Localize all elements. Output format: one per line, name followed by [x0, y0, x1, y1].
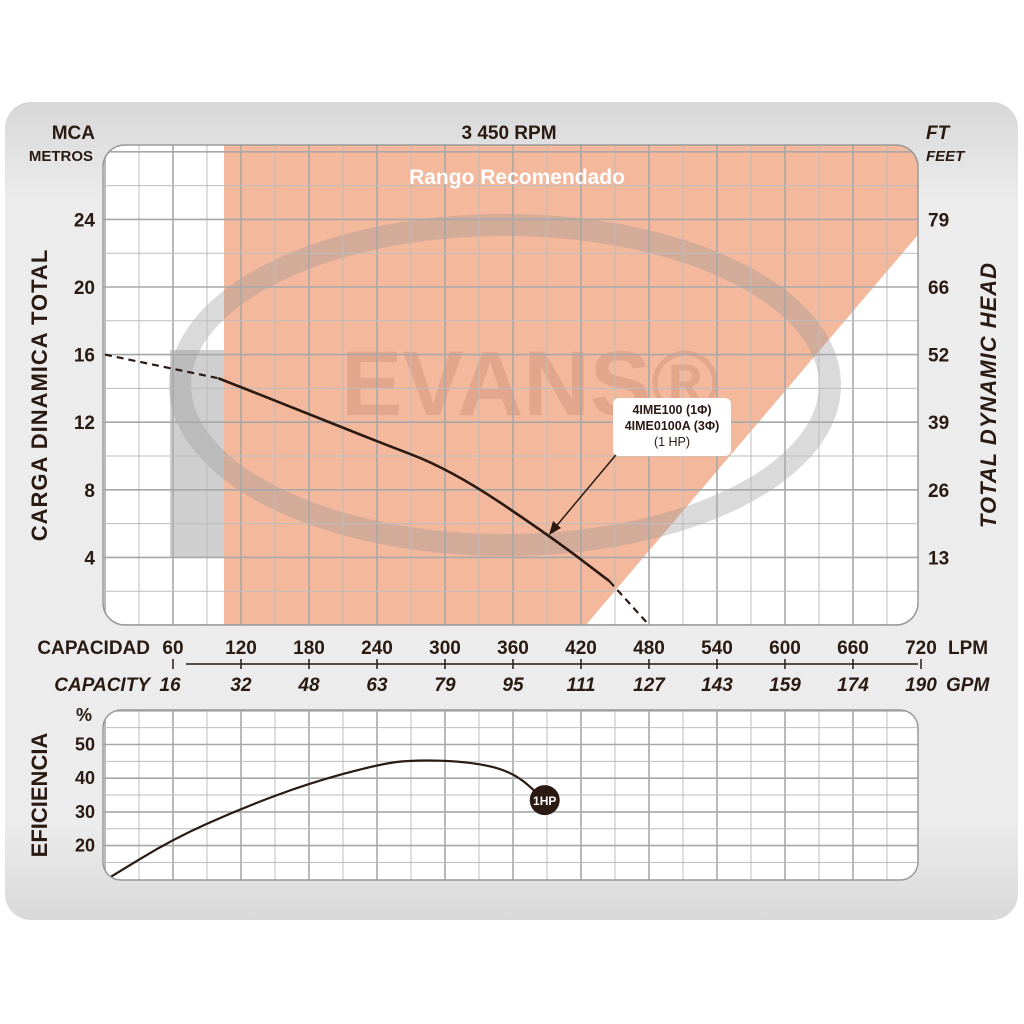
outside-range [585, 235, 918, 625]
x-tick-lpm: 720 [905, 638, 937, 659]
x-label-es: CAPACIDAD [37, 638, 150, 659]
head-curve [217, 377, 611, 583]
left-unit: MCA [52, 123, 96, 144]
y-tick-right: 66 [928, 278, 949, 299]
y-tick-eff: 50 [75, 735, 95, 755]
x-tick-gpm: 95 [502, 675, 524, 696]
y-tick-right: 13 [928, 548, 949, 569]
x-tick-lpm: 120 [225, 638, 257, 659]
x-tick-gpm: 16 [159, 675, 181, 696]
left-unit-sub: METROS [29, 148, 93, 165]
y-tick-left: 12 [74, 413, 95, 434]
x-label-en: CAPACITY [54, 675, 152, 696]
y-tick-left: 20 [74, 278, 95, 299]
y-tick-eff: 40 [75, 768, 95, 788]
x-tick-gpm: 79 [434, 675, 456, 696]
watermark-ellipse [169, 214, 841, 556]
x-tick-lpm: 420 [565, 638, 597, 659]
y-tick-left: 8 [84, 481, 95, 502]
x-tick-lpm: 180 [293, 638, 325, 659]
right-unit: FT [926, 123, 951, 144]
x-tick-gpm: 143 [701, 675, 733, 696]
x-tick-gpm: 174 [837, 675, 869, 696]
efficiency-curve [110, 759, 546, 878]
plot-border [102, 144, 919, 626]
recommended-range [223, 145, 918, 625]
efficiency-plot-area [103, 710, 918, 880]
chart-title: 3 450 RPM [461, 123, 556, 144]
y-tick-left: 4 [84, 548, 95, 569]
y-tick-right: 39 [928, 413, 949, 434]
head-curve-dashed-start [104, 353, 219, 380]
head-curve-dashed-end [608, 580, 650, 625]
callout-arrowhead [549, 521, 561, 535]
plot-border [102, 709, 919, 881]
x-tick-gpm: 48 [297, 675, 320, 696]
x-unit: LPM [948, 638, 988, 659]
y-tick-left: 16 [74, 346, 95, 367]
callout-leader [552, 449, 621, 531]
x-tick-gpm: 63 [366, 675, 388, 696]
callout-box [613, 398, 731, 456]
x-tick-lpm: 540 [701, 638, 733, 659]
callout-line: (1 HP) [654, 435, 690, 449]
y-label-left: CARGA DINAMICA TOTAL [27, 249, 52, 542]
x-tick-lpm: 240 [361, 638, 393, 659]
head-plot-area: EVANS®Rango Recomendado [103, 145, 918, 625]
efficiency-marker-label: 1HP [533, 794, 556, 808]
y-label-eff: EFICIENCIA [27, 733, 52, 858]
x-tick-gpm: 159 [769, 675, 801, 696]
x-tick-lpm: 360 [497, 638, 529, 659]
y-tick-right: 79 [928, 210, 949, 231]
x-tick-gpm: 127 [633, 675, 666, 696]
x-tick-lpm: 60 [162, 638, 183, 659]
callout-line: 4IME100 (1Φ) [632, 403, 711, 417]
gray-band [170, 350, 230, 557]
x-tick-gpm: 111 [567, 675, 596, 696]
y-tick-eff: 20 [75, 836, 95, 856]
x-unit-alt: GPM [946, 675, 990, 696]
x-tick-lpm: 300 [429, 638, 461, 659]
x-tick-gpm: 190 [905, 675, 937, 696]
recommended-range-label: Rango Recomendado [409, 166, 625, 189]
x-tick-lpm: 660 [837, 638, 869, 659]
x-tick-lpm: 600 [769, 638, 801, 659]
x-tick-gpm: 32 [230, 675, 252, 696]
eff-unit: % [76, 705, 92, 725]
right-unit-sub: FEET [926, 148, 966, 165]
y-tick-right: 26 [928, 481, 949, 502]
x-tick-lpm: 480 [633, 638, 665, 659]
y-tick-right: 52 [928, 346, 949, 367]
y-label-right: TOTAL DYNAMIC HEAD [976, 262, 1001, 528]
efficiency-marker [529, 785, 560, 816]
callout-line: 4IME0100A (3Φ) [625, 419, 720, 433]
y-tick-eff: 30 [75, 802, 95, 822]
y-tick-left: 24 [74, 210, 96, 231]
